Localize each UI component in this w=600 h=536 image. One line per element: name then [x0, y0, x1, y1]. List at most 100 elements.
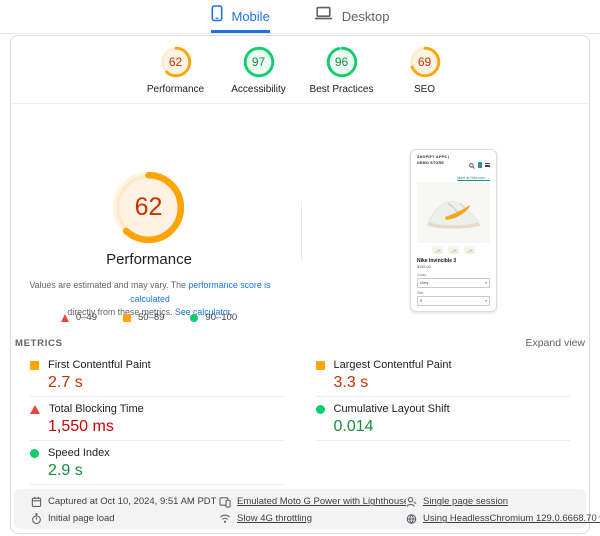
performance-score-value: 62 [168, 55, 183, 69]
tab-mobile[interactable]: Mobile [210, 0, 270, 33]
disclaimer-text-1: Values are estimated and may vary. The [29, 280, 189, 290]
network-signal-icon [220, 514, 230, 523]
metrics-header: METRICS Expand view [15, 337, 585, 349]
desktop-laptop-icon [314, 6, 333, 26]
seo-score-value: 69 [417, 55, 432, 69]
page-screenshot-thumbnail[interactable]: SHOPIFY APPS | DEMO STORE More at Nike.c… [410, 149, 497, 312]
red-triangle-icon [30, 404, 40, 414]
score-best-practices[interactable]: 96 Best Practices [300, 46, 383, 103]
search-icon [468, 156, 475, 174]
size-option-label: Size [417, 291, 424, 295]
score-calculation-link[interactable]: performance score is calculated [130, 280, 271, 304]
thumb-store-name: SHOPIFY APPS | DEMO STORE [417, 155, 450, 165]
performance-score-label: Performance [146, 84, 205, 95]
thumb-header: SHOPIFY APPS | DEMO STORE [417, 155, 490, 174]
legend-average-range: 50–89 [138, 312, 165, 323]
legend-fail: 0–49 [60, 312, 97, 323]
section-divider [301, 201, 302, 261]
metric-value: 0.014 [333, 418, 374, 435]
color-option-label: Colour [417, 272, 427, 277]
tab-desktop-label: Desktop [341, 8, 390, 24]
score-disclaimer: Values are estimated and may vary. The p… [19, 279, 281, 320]
metric-value: 3.3 s [333, 374, 369, 391]
red-triangle-icon [60, 313, 69, 322]
metric-total-blocking-time: Total Blocking Time 1,550 ms [30, 397, 285, 441]
shoe-illustration [425, 195, 483, 231]
accessibility-score-label: Accessibility [231, 84, 286, 95]
color-select: Grey [417, 277, 490, 288]
score-accessibility[interactable]: 97 Accessibility [217, 46, 300, 103]
performance-mini-gauge: 62 [160, 46, 192, 78]
cart-bag-icon [477, 162, 482, 168]
orange-square-icon [30, 360, 39, 370]
seo-mini-gauge: 69 [409, 46, 441, 78]
accessibility-mini-gauge: 97 [243, 46, 275, 78]
product-thumbnails [417, 246, 490, 254]
browser-version[interactable]: Using HeadlessChromium 129.0.6668.70 wit… [406, 513, 600, 525]
tab-desktop[interactable]: Desktop [314, 0, 390, 33]
accessibility-score-value: 97 [251, 55, 266, 69]
legend-pass-range: 90–100 [205, 312, 238, 323]
metric-value: 2.9 s [48, 462, 83, 479]
orange-square-icon [123, 313, 131, 322]
product-image [417, 182, 490, 243]
performance-main-score: 62 [134, 193, 163, 221]
seo-score-label: SEO [413, 84, 436, 95]
score-legend: 0–49 50–89 90–100 [11, 312, 287, 323]
tab-mobile-label: Mobile [231, 8, 270, 24]
captured-at: Captured at Oct 10, 2024, 9:51 AM PDT [31, 496, 219, 508]
legend-pass: 90–100 [190, 312, 237, 323]
green-circle-icon [30, 448, 39, 458]
mobile-phone-icon [210, 5, 223, 27]
metric-cumulative-layout-shift: Cumulative Layout Shift 0.014 [315, 397, 570, 441]
footer-col-capture: Captured at Oct 10, 2024, 9:51 AM PDT In… [31, 496, 219, 529]
product-title: Nike Invincible 3 [417, 258, 457, 264]
product-price: $195.00 [417, 265, 431, 269]
calendar-icon [31, 496, 42, 507]
stopwatch-icon [32, 513, 41, 525]
metric-value: 1,550 ms [48, 418, 114, 435]
footer-col-session: Single page session Using HeadlessChromi… [406, 496, 600, 529]
menu-icon [485, 162, 490, 168]
footer-col-device: Emulated Moto G Power with Lighthouse 12… [219, 496, 406, 529]
green-circle-icon [315, 404, 325, 414]
run-environment-footer: Captured at Oct 10, 2024, 9:51 AM PDT In… [14, 489, 600, 529]
emulated-device[interactable]: Emulated Moto G Power with Lighthouse 12… [219, 496, 406, 508]
metric-value: 2.7 s [48, 374, 83, 391]
person-icon [406, 497, 417, 507]
category-scores-row: 62 Performance 97 Accessibility [11, 36, 589, 104]
chevron-down-icon [485, 300, 487, 302]
legend-average: 50–89 [123, 312, 164, 323]
product-thumb-3 [464, 246, 475, 254]
thumb-header-icons [468, 156, 490, 174]
orange-square-icon [315, 360, 325, 370]
see-calculator-link[interactable]: See calculator. [174, 307, 233, 318]
product-thumb-1 [432, 246, 443, 254]
score-seo[interactable]: 69 SEO [383, 46, 466, 103]
disclaimer-text-2: directly from these metrics. [67, 307, 175, 318]
performance-main-gauge: 62 [111, 170, 186, 245]
expand-view-button[interactable]: Expand view [525, 337, 585, 349]
size-select-value: 9 [420, 299, 423, 303]
score-performance[interactable]: 62 Performance [134, 46, 217, 103]
initial-page-load: Initial page load [31, 513, 219, 525]
metric-first-contentful-paint: First Contentful Paint 2.7 s [30, 353, 285, 397]
green-circle-icon [190, 313, 199, 322]
thumb-promo-link: More at Nike.com → [457, 176, 490, 180]
size-select: 9 [417, 296, 490, 306]
throttling[interactable]: Slow 4G throttling [219, 513, 406, 524]
report-card: 62 Performance 97 Accessibility [10, 35, 600, 534]
metrics-heading: METRICS [15, 337, 63, 349]
chevron-down-icon [485, 281, 487, 284]
product-thumb-2 [448, 246, 459, 254]
session-type[interactable]: Single page session [406, 496, 600, 508]
color-select-value: Grey [420, 280, 429, 285]
metric-speed-index: Speed Index 2.9 s [30, 441, 285, 485]
device-tab-bar: Mobile Desktop [0, 0, 600, 34]
best-practices-score-value: 96 [334, 55, 349, 69]
metric-largest-contentful-paint: Largest Contentful Paint 3.3 s [315, 353, 570, 397]
best-practices-score-label: Best Practices [309, 84, 374, 95]
performance-section-title: Performance [106, 251, 192, 268]
best-practices-mini-gauge: 96 [326, 46, 358, 78]
